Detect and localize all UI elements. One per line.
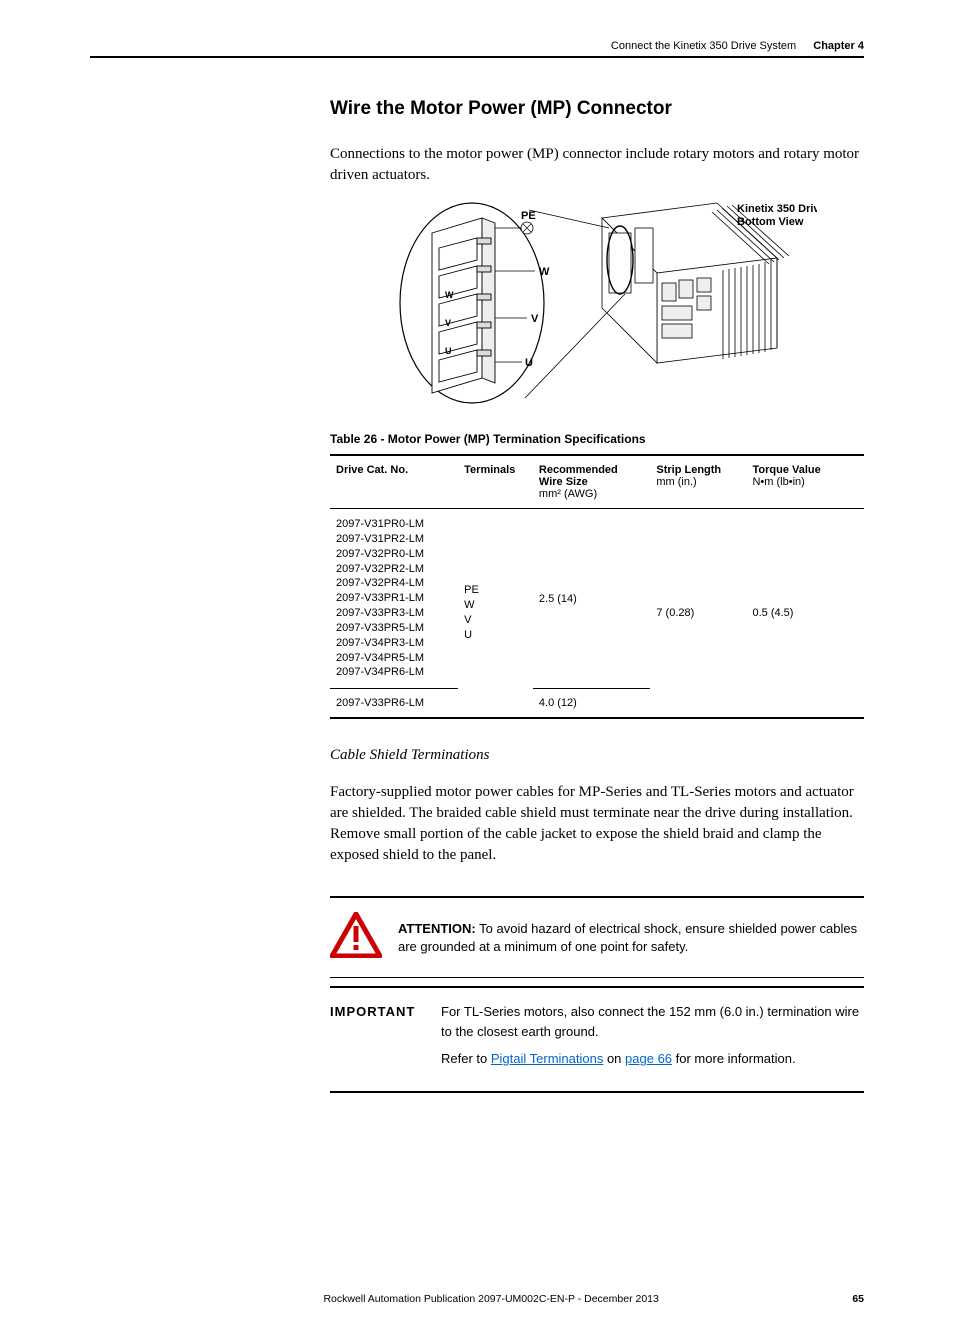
- col-header: Strip Length: [656, 464, 721, 476]
- table-header-row: Drive Cat. No. Terminals Recommended Wir…: [330, 455, 864, 509]
- attention-text: ATTENTION: To avoid hazard of electrical…: [398, 920, 864, 956]
- diagram-caption-title: Kinetix 350 Drive: [737, 203, 817, 215]
- subsection-title: Cable Shield Terminations: [330, 747, 864, 764]
- cell-wire: 4.0 (12): [533, 689, 650, 719]
- pin-label-pe: PE: [521, 210, 536, 222]
- col-header: Terminals: [464, 464, 515, 476]
- cell-terminals: PE W V U: [458, 509, 533, 719]
- attention-callout: ATTENTION: To avoid hazard of electrical…: [330, 896, 864, 978]
- refer-suffix: for more information.: [672, 1051, 796, 1066]
- shield-paragraph: Factory-supplied motor power cables for …: [330, 782, 864, 866]
- spec-table: Drive Cat. No. Terminals Recommended Wir…: [330, 454, 864, 719]
- important-line1: For TL-Series motors, also connect the 1…: [441, 1002, 864, 1041]
- svg-text:W: W: [445, 290, 454, 300]
- table-caption: Table 26 - Motor Power (MP) Termination …: [330, 432, 864, 446]
- refer-prefix: Refer to: [441, 1051, 491, 1066]
- svg-text:U: U: [445, 346, 452, 356]
- intro-paragraph: Connections to the motor power (MP) conn…: [330, 144, 864, 186]
- diagram-caption-sub: Bottom View: [737, 216, 804, 228]
- col-header: Drive Cat. No.: [336, 464, 408, 476]
- chapter-label: Chapter 4: [813, 40, 864, 52]
- important-line2: Refer to Pigtail Terminations on page 66…: [441, 1049, 864, 1069]
- attention-icon: [330, 912, 382, 963]
- running-header: Connect the Kinetix 350 Drive System Cha…: [90, 40, 864, 58]
- important-label: IMPORTANT: [330, 1002, 425, 1022]
- important-callout: IMPORTANT For TL-Series motors, also con…: [330, 986, 864, 1093]
- col-subheader: mm² (AWG): [539, 488, 644, 500]
- svg-text:V: V: [445, 318, 451, 328]
- important-text: For TL-Series motors, also connect the 1…: [441, 1002, 864, 1077]
- page-footer: Rockwell Automation Publication 2097-UM0…: [90, 1293, 864, 1305]
- col-subheader: N•m (lb•in): [752, 476, 858, 488]
- table-row: 2097-V31PR0-LM 2097-V31PR2-LM 2097-V32PR…: [330, 509, 864, 689]
- pin-label-w: W: [539, 266, 550, 278]
- main-content: Wire the Motor Power (MP) Connector Conn…: [330, 98, 864, 1093]
- running-head-text: Connect the Kinetix 350 Drive System: [611, 40, 796, 52]
- footer-page: 65: [852, 1293, 864, 1305]
- col-subheader: mm (in.): [656, 476, 740, 488]
- section-title: Wire the Motor Power (MP) Connector: [330, 98, 864, 120]
- refer-mid: on: [603, 1051, 625, 1066]
- col-header: Recommended Wire Size: [539, 464, 618, 488]
- pin-label-u: U: [525, 357, 533, 369]
- cell-cat: 2097-V31PR0-LM 2097-V31PR2-LM 2097-V32PR…: [330, 509, 458, 689]
- cell-wire: 2.5 (14): [533, 509, 650, 689]
- link-page[interactable]: page 66: [625, 1051, 672, 1066]
- cell-strip: 7 (0.28): [650, 509, 746, 719]
- cell-cat: 2097-V33PR6-LM: [330, 689, 458, 719]
- pin-label-v: V: [531, 313, 539, 325]
- footer-pub: Rockwell Automation Publication 2097-UM0…: [130, 1293, 852, 1305]
- connector-diagram: PE W V U W V U: [377, 198, 817, 408]
- cell-torque: 0.5 (4.5): [746, 509, 864, 719]
- col-header: Torque Value: [752, 464, 820, 476]
- attention-label: ATTENTION:: [398, 921, 476, 936]
- diagram-svg: PE W V U W V U: [377, 198, 817, 408]
- link-pigtail[interactable]: Pigtail Terminations: [491, 1051, 603, 1066]
